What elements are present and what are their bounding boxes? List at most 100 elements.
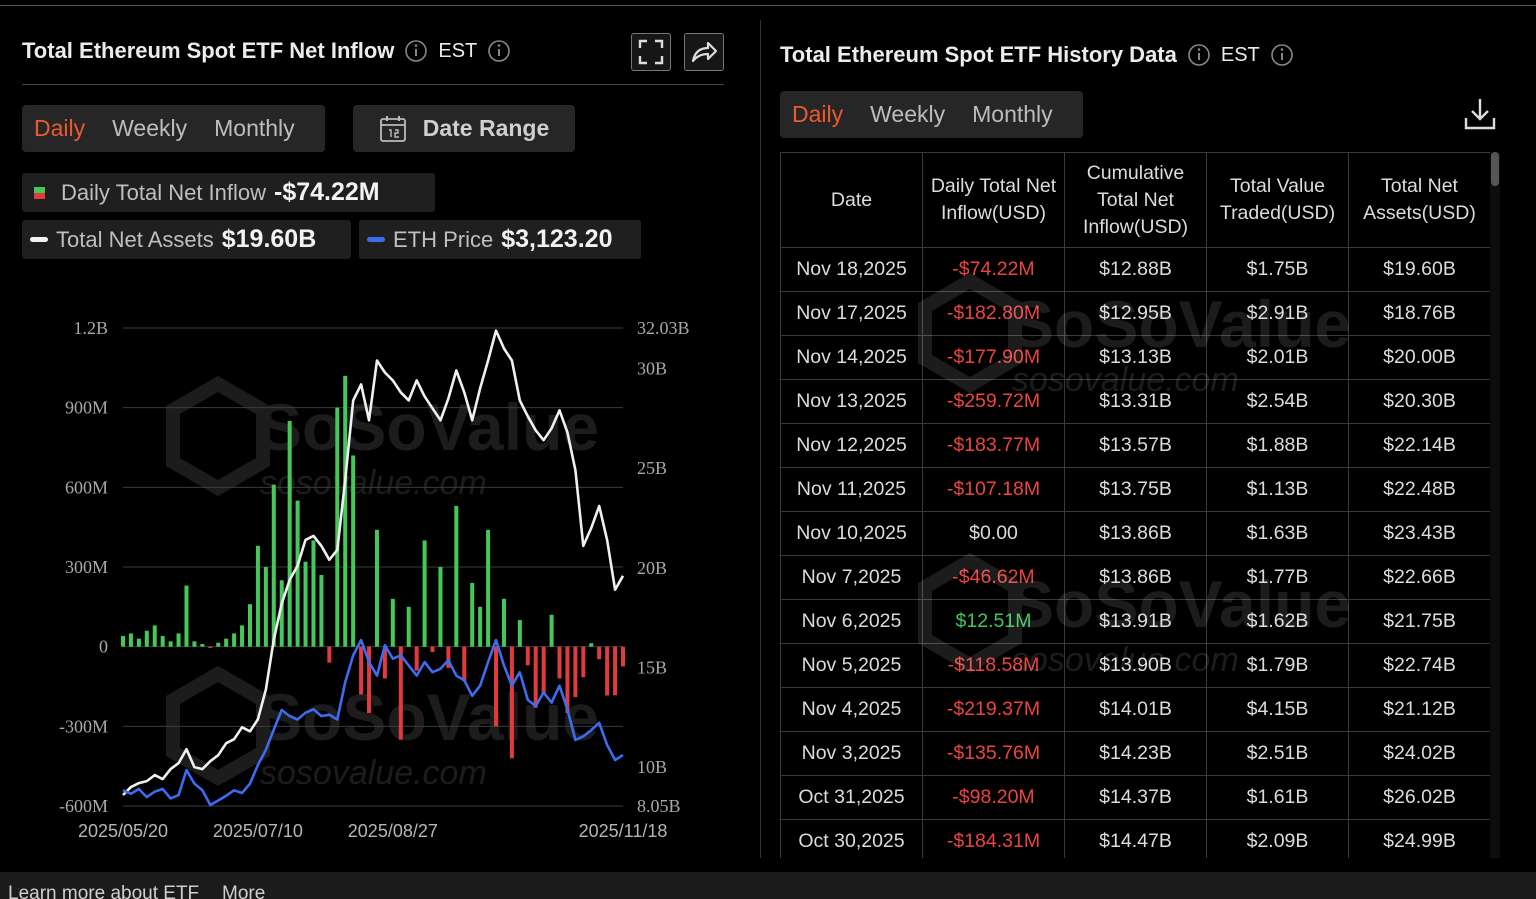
tab[interactable]: Daily [792,101,843,128]
bar [359,647,363,695]
watermark-layer: SoSoValuesosovalue.comSoSoValuesosovalue… [780,152,1491,858]
panel-header: Total Ethereum Spot ETF History Data EST [780,42,1294,68]
legend-value: $3,123.20 [501,225,612,254]
bar [145,631,149,647]
legend-label: ETH Price [393,227,493,253]
bar [240,625,244,646]
watermark-url: sosovalue.com [260,754,487,792]
bar [137,639,141,647]
x-tick-label: 2025/05/20 [78,821,168,841]
bar [558,647,562,679]
bar [526,647,530,666]
bar [216,643,220,647]
timezone: EST [1221,44,1260,67]
fullscreen-icon [638,39,664,65]
footer-link[interactable]: More [222,883,265,899]
bar [581,647,585,678]
legend-swatch [367,237,385,242]
y2-tick-label: 8.05B [637,796,681,816]
bar [486,530,490,647]
tab-group: Daily Weekly Monthly [22,105,325,152]
panel-title: Total Ethereum Spot ETF Net Inflow [22,38,394,64]
watermark: SoSoValuesosovalue.com [925,281,1351,399]
legend-item: Total Net Assets $19.60B [22,220,351,259]
tab[interactable]: Daily [34,115,85,142]
share-button[interactable] [684,33,724,71]
y-tick-label: -300M [59,716,108,736]
watermark-url: sosovalue.com [1012,361,1239,399]
x-tick-label: 2025/07/10 [213,821,303,841]
info-icon[interactable] [1187,43,1211,67]
bar [438,567,442,647]
bar [510,647,514,759]
y2-tick-label: 30B [637,358,667,378]
watermark-url: sosovalue.com [1012,641,1239,679]
bar [597,647,601,659]
divider [760,20,761,858]
tab-group: Daily Weekly Monthly [780,91,1083,138]
watermark-text: SoSoValue [258,680,599,754]
bar [184,586,188,647]
bar [232,633,236,646]
bar [311,540,315,646]
footer-link[interactable]: Learn more about ETF [8,883,199,899]
share-icon [690,39,718,65]
y2-tick-label: 20B [637,558,667,578]
bar [415,647,419,671]
bar [605,647,609,696]
bar [431,647,435,652]
watermark-url: sosovalue.com [260,464,487,502]
bar [327,647,331,663]
bar [153,625,157,646]
bar [518,620,522,647]
tab[interactable]: Weekly [870,101,945,128]
y2-tick-label: 15B [637,657,667,677]
info-icon[interactable] [1270,43,1294,67]
scrollbar[interactable] [1490,152,1500,858]
legend-swatch [34,187,45,199]
watermark: SoSoValuesosovalue.com [925,561,1351,679]
tab[interactable]: Weekly [112,115,187,142]
bar [256,546,260,647]
legend-label: Daily Total Net Inflow [61,180,266,206]
bar [391,599,395,647]
bar [129,633,133,646]
table-container: DateDaily Total Net Inflow(USD)Cumulativ… [780,152,1491,858]
footer: Learn more about ETF More [0,872,1536,899]
watermark-logo [173,384,263,488]
watermark-text: SoSoValue [1010,287,1351,361]
y-tick-label: 900M [65,398,108,418]
panel-title: Total Ethereum Spot ETF History Data [780,42,1177,68]
info-icon[interactable] [404,39,428,63]
date-range-button[interactable]: Date Range [353,105,575,152]
tab[interactable]: Monthly [972,101,1053,128]
bar [224,639,228,647]
legend-value: $19.60B [222,225,317,254]
bar [248,604,252,646]
bar [319,575,323,647]
bar [264,567,268,647]
download-icon [1463,96,1497,132]
bar [169,641,173,646]
bar [470,583,474,647]
y2-tick-label: 25B [637,458,667,478]
scroll-thumb[interactable] [1491,152,1499,186]
tab[interactable]: Monthly [214,115,295,142]
bar [161,636,165,647]
info-icon[interactable] [487,39,511,63]
bar [542,647,546,695]
bar [351,455,355,646]
legend-label: Total Net Assets [56,227,214,253]
bar [407,607,411,647]
bar [192,641,196,646]
legend-value: -$74.22M [274,178,380,207]
watermark-logo [925,561,1015,665]
bar [304,562,308,647]
download-button[interactable] [1463,96,1497,137]
bar [613,647,617,696]
bar [343,376,347,647]
fullscreen-button[interactable] [631,33,671,71]
bar [534,647,538,708]
